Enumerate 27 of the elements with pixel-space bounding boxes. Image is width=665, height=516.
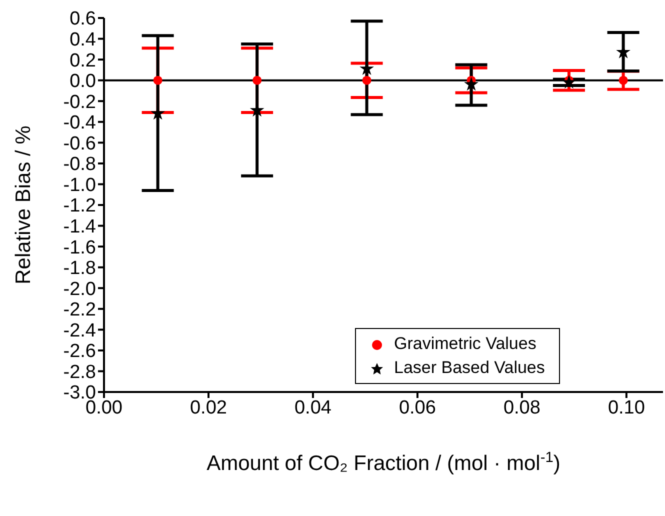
y-tick-label: -2.8 (63, 362, 96, 383)
y-tick-label: -1.8 (63, 258, 96, 280)
y-tick-label: -2.0 (63, 278, 96, 300)
x-axis-title: Amount of CO₂ Fraction / (mol · mol$^{-1}$) (206, 450, 560, 475)
x-tick-label: 0.06 (398, 397, 436, 418)
y-tick-label: 0.4 (70, 30, 96, 51)
y-tick-label: -0.8 (63, 154, 96, 176)
y-tick-label: -2.2 (63, 300, 96, 321)
y-tick-label: -1.4 (63, 216, 96, 238)
legend-label: Laser Based Values (393, 357, 545, 379)
x-tick-label: 0.08 (503, 397, 540, 418)
y-tick-label: -1.0 (63, 174, 96, 196)
y-tick-label: 0.2 (70, 50, 96, 72)
x-tick-label: 0.02 (190, 397, 227, 418)
y-tick-label: -2.6 (63, 341, 96, 362)
y-tick-label: -0.6 (63, 133, 96, 154)
legend-label: Gravimetric Values (393, 333, 538, 355)
y-tick-label: -0.4 (63, 112, 96, 134)
y-tick-label: -1.6 (63, 237, 96, 258)
y-tick-label: -1.2 (63, 196, 96, 217)
y-tick-label: -2.4 (63, 320, 96, 342)
y-axis-title: Relative Bias / % (12, 126, 35, 284)
x-tick-label: 0.04 (294, 397, 332, 418)
x-tick-label: 0.10 (608, 397, 645, 418)
y-tick-label: 0.0 (70, 71, 96, 92)
y-tick-label: -0.2 (63, 92, 96, 113)
y-tick-label: 0.6 (70, 8, 96, 30)
